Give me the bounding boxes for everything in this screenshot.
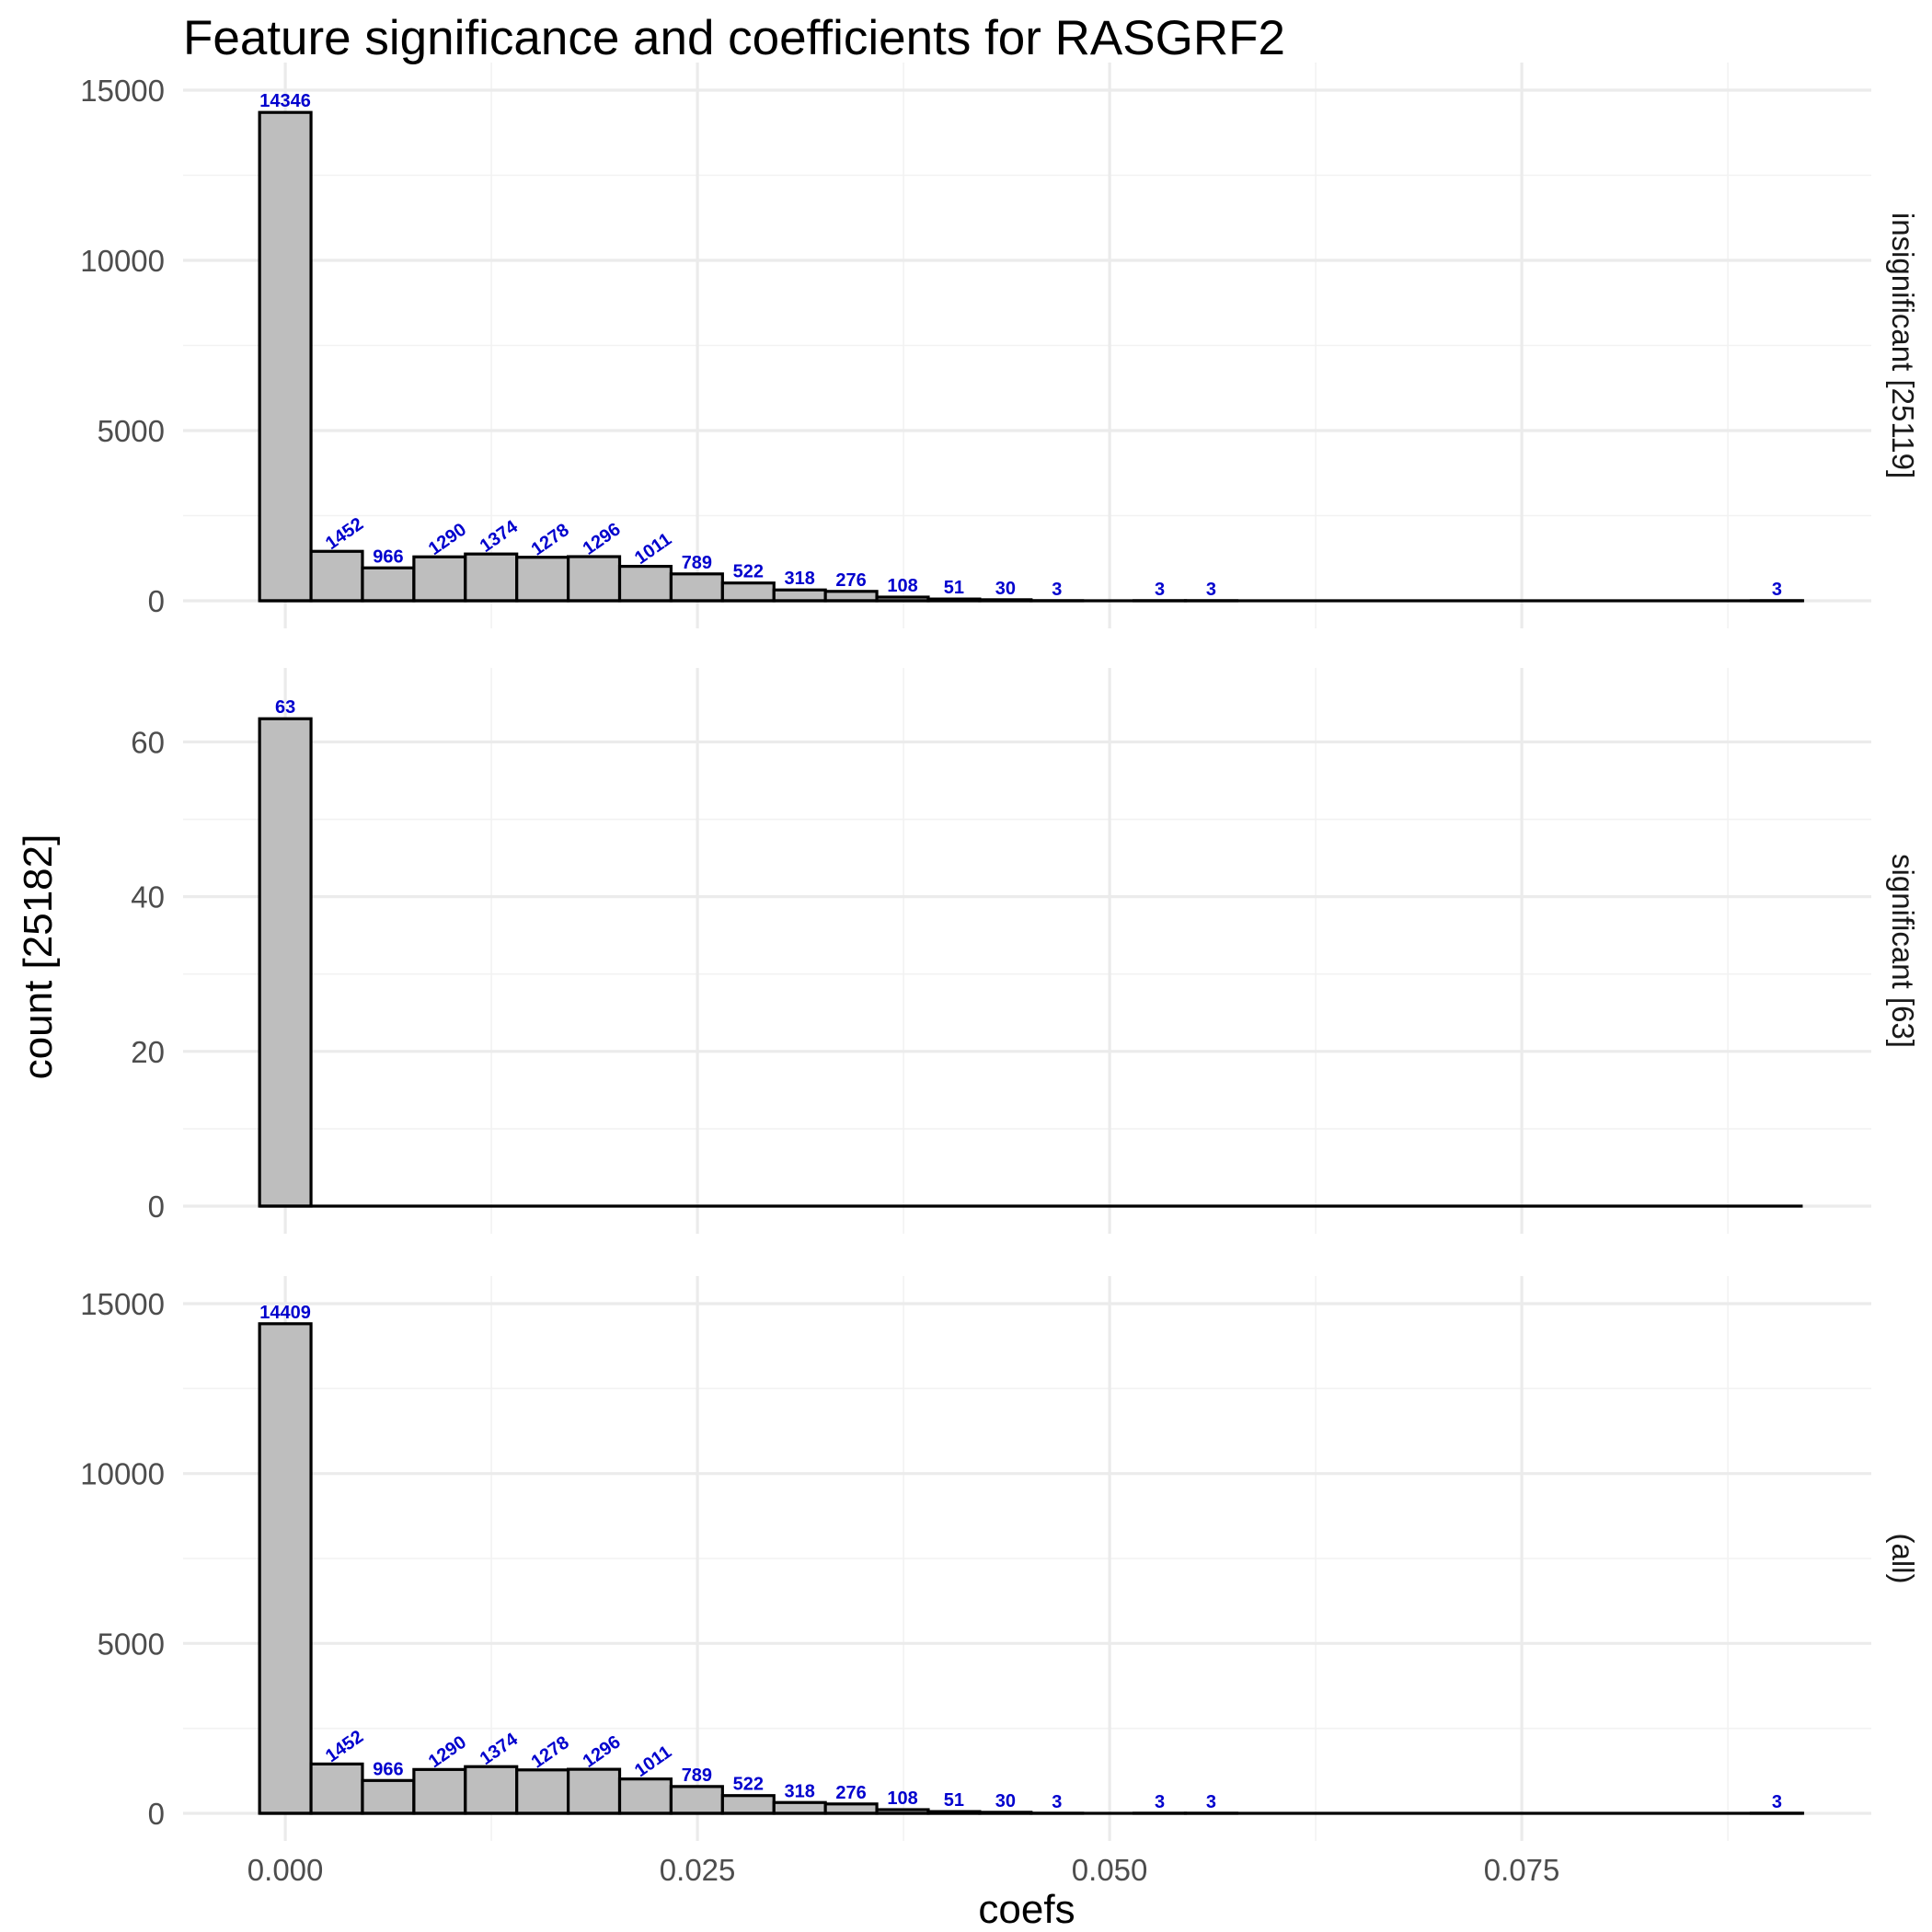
histogram-bar — [669, 572, 724, 603]
bar-value-label: 318 — [785, 569, 815, 589]
bar-value-label: 108 — [887, 576, 917, 596]
panel-2: 0 20 40 60 63 significant [63] — [131, 668, 1920, 1234]
histogram-bar — [258, 1322, 313, 1815]
chart-title: Feature significance and coefficients fo… — [183, 11, 1285, 65]
facet-strip-label: (all) — [1886, 1534, 1920, 1584]
bar-value-label: 1374 — [477, 1729, 523, 1769]
histogram-bar — [464, 1765, 519, 1815]
histogram-bar — [309, 549, 364, 603]
y-tick-label: 5000 — [98, 414, 165, 448]
y-axis-title: count [25182] — [16, 834, 61, 1080]
bar-value-label: 1278 — [528, 520, 573, 560]
histogram-bar — [617, 1777, 673, 1815]
histogram-bar — [617, 564, 673, 603]
x-tick-label: 0.050 — [1072, 1853, 1148, 1887]
y-tick-label: 20 — [131, 1035, 165, 1069]
histogram-bar — [464, 552, 519, 603]
y-tick-label: 5000 — [98, 1627, 165, 1661]
bar-value-label: 3 — [1206, 580, 1216, 600]
bar-value-label: 966 — [373, 546, 403, 567]
bar-value-label: 1452 — [322, 1727, 367, 1767]
bar-value-label: 14409 — [259, 1303, 311, 1323]
x-axis-title: coefs — [978, 1887, 1075, 1932]
histogram-bar — [258, 717, 313, 1208]
bar-value-label: 1011 — [631, 1742, 675, 1781]
bar-value-label: 1278 — [528, 1732, 573, 1773]
histogram-bar — [309, 1762, 364, 1815]
bar-value-label: 1296 — [580, 1731, 625, 1772]
y-tick-label: 0 — [148, 1190, 165, 1224]
facet-strip-label: insignificant [25119] — [1886, 213, 1920, 478]
bar-value-label: 789 — [682, 1765, 712, 1786]
y-tick-label: 10000 — [80, 244, 165, 278]
y-tick-label: 0 — [148, 1797, 165, 1831]
bar-value-label: 789 — [682, 553, 712, 573]
x-tick-label: 0.025 — [660, 1853, 736, 1887]
bar-value-label: 3 — [1155, 1792, 1165, 1812]
bar-value-label: 3 — [1772, 580, 1782, 600]
histogram-bar — [669, 1785, 724, 1815]
bar-value-label: 522 — [733, 562, 764, 582]
bar-value-label: 1290 — [425, 520, 470, 560]
bar-value-label: 14346 — [259, 91, 311, 111]
histogram-bar — [567, 555, 622, 603]
histogram-bar — [515, 1768, 570, 1815]
bar-value-label: 51 — [944, 1790, 964, 1811]
histogram-bar — [720, 1794, 776, 1815]
histogram-bar — [361, 1778, 416, 1815]
x-tick-label: 0.000 — [247, 1853, 324, 1887]
histogram-bar — [772, 588, 827, 603]
bar-value-label: 1290 — [425, 1732, 470, 1773]
bar-value-label: 51 — [944, 578, 964, 598]
bar-value-label: 522 — [733, 1775, 764, 1795]
histogram-bar — [361, 566, 416, 603]
histogram-bar — [720, 581, 776, 603]
bar-value-label: 3 — [1052, 580, 1062, 600]
y-tick-label: 15000 — [80, 1287, 165, 1321]
y-tick-label: 60 — [131, 725, 165, 759]
bar-value-label: 3 — [1772, 1792, 1782, 1812]
bar-value-label: 1296 — [580, 519, 625, 559]
facet-strip-label: significant [63] — [1886, 854, 1920, 1048]
x-axis-ticks: 0.000 0.025 0.050 0.075 — [247, 1853, 1560, 1887]
histogram-bar — [567, 1767, 622, 1815]
bar-value-label: 966 — [373, 1759, 403, 1779]
histogram-bar — [412, 1767, 467, 1815]
histogram-bar — [258, 110, 313, 603]
histogram-bar — [515, 556, 570, 603]
bar-value-label: 3 — [1155, 580, 1165, 600]
y-tick-label: 10000 — [80, 1457, 165, 1491]
y-tick-label: 15000 — [80, 74, 165, 108]
bar-value-label: 63 — [275, 697, 295, 718]
bar-value-label: 1452 — [322, 514, 367, 555]
y-tick-label: 40 — [131, 880, 165, 914]
y-tick-label: 0 — [148, 584, 165, 618]
bar-value-label: 318 — [785, 1781, 815, 1801]
bar-value-label: 276 — [835, 1783, 866, 1803]
bar-value-label: 30 — [995, 579, 1016, 599]
bar-value-label: 1011 — [631, 529, 675, 569]
bar-value-label: 3 — [1052, 1792, 1062, 1812]
bar-value-label: 1374 — [477, 516, 523, 557]
histogram-bar — [412, 555, 467, 603]
bar-value-label: 108 — [887, 1788, 917, 1809]
histogram-bar — [772, 1800, 827, 1815]
bar-value-label: 276 — [835, 570, 866, 591]
x-tick-label: 0.075 — [1484, 1853, 1560, 1887]
bar-value-label: 30 — [995, 1791, 1016, 1811]
bar-value-label: 3 — [1206, 1792, 1216, 1812]
